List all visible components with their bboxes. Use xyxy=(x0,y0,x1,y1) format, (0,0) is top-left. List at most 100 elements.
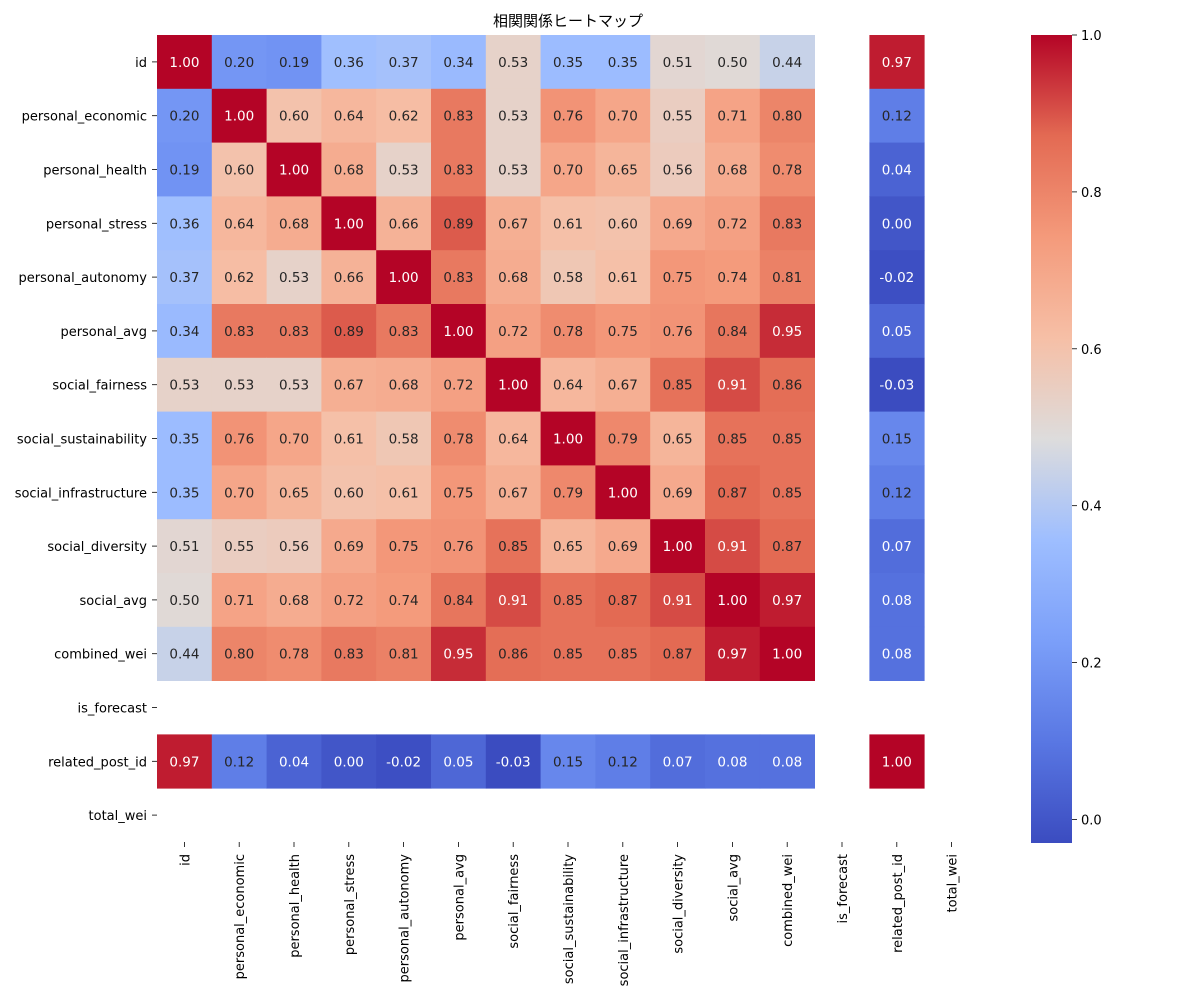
cell-value-label: 0.91 xyxy=(717,539,747,555)
heatmap-cell xyxy=(595,734,651,789)
cell-value-label: 0.85 xyxy=(717,432,747,448)
cell-value-label: 0.64 xyxy=(498,432,528,448)
cell-value-label: 0.67 xyxy=(498,216,528,232)
heatmap-cell xyxy=(705,357,761,412)
heatmap-cell xyxy=(540,250,596,305)
heatmap-cell xyxy=(705,196,761,251)
cell-value-label: 0.68 xyxy=(334,163,364,179)
colorbar-gradient xyxy=(1031,35,1072,843)
cell-value-label: 1.00 xyxy=(717,593,747,609)
heatmap-cell xyxy=(431,465,487,520)
cell-value-label: 0.08 xyxy=(882,647,912,663)
heatmap-cell xyxy=(376,573,432,628)
cell-value-label: 0.05 xyxy=(443,754,473,770)
heatmap-cell xyxy=(266,304,322,359)
cell-value-label: 0.05 xyxy=(882,324,912,340)
heatmap-cell xyxy=(321,142,377,197)
heatmap-cell xyxy=(157,519,213,574)
cell-value-label: 0.68 xyxy=(717,163,747,179)
cell-value-label: 0.12 xyxy=(224,754,254,770)
cell-value-label: 0.19 xyxy=(169,163,199,179)
y-tick-label: personal_economic xyxy=(22,110,147,125)
cell-value-label: 0.79 xyxy=(553,485,583,501)
cell-value-label: 0.83 xyxy=(224,324,254,340)
y-tick-label: id xyxy=(135,56,147,71)
heatmap-cell xyxy=(485,35,541,90)
cell-value-label: 0.83 xyxy=(443,270,473,286)
cell-value-label: 0.78 xyxy=(772,163,802,179)
heatmap-cell xyxy=(650,35,706,90)
heatmap-cell xyxy=(595,465,651,520)
heatmap-cell xyxy=(705,626,761,681)
cell-value-label: 0.83 xyxy=(389,324,419,340)
cell-value-label: 0.70 xyxy=(224,485,254,501)
cell-value-label: 0.89 xyxy=(334,324,364,340)
x-tick-label: related_post_id xyxy=(891,854,906,953)
heatmap-cell xyxy=(759,411,815,466)
heatmap-cell xyxy=(431,304,487,359)
heatmap-cell xyxy=(157,142,213,197)
heatmap-cell xyxy=(705,304,761,359)
cell-value-label: 0.86 xyxy=(498,647,528,663)
cell-value-label: 0.72 xyxy=(498,324,528,340)
cell-value-label: 0.19 xyxy=(279,55,309,71)
heatmap-cell xyxy=(157,626,213,681)
cell-value-label: 0.53 xyxy=(389,163,419,179)
cell-value-label: 0.75 xyxy=(389,539,419,555)
heatmap-cell xyxy=(211,196,267,251)
cell-value-label: 0.76 xyxy=(224,432,254,448)
y-tick-label: personal_autonomy xyxy=(19,271,148,286)
heatmap-cell xyxy=(540,304,596,359)
cell-value-label: 0.36 xyxy=(334,55,364,71)
colorbar-tick-label: 0.4 xyxy=(1081,500,1102,515)
heatmap-cell xyxy=(485,196,541,251)
cell-value-label: 0.08 xyxy=(882,593,912,609)
heatmap-cell xyxy=(705,573,761,628)
cell-value-label: 1.00 xyxy=(663,539,693,555)
cell-value-label: 0.37 xyxy=(169,270,199,286)
cell-value-label: 0.20 xyxy=(224,55,254,71)
heatmap-cell xyxy=(157,573,213,628)
heatmap-cell xyxy=(485,142,541,197)
cell-value-label: 0.85 xyxy=(772,485,802,501)
cell-value-label: 0.83 xyxy=(443,109,473,125)
cell-value-label: 0.97 xyxy=(772,593,802,609)
heatmap-cell xyxy=(266,357,322,412)
cell-value-label: 0.64 xyxy=(553,378,583,394)
heatmap-cell xyxy=(540,196,596,251)
heatmap-cell xyxy=(650,411,706,466)
x-tick-label: is_forecast xyxy=(836,854,851,923)
cell-value-label: 0.56 xyxy=(279,539,309,555)
heatmap-cell xyxy=(431,573,487,628)
cell-value-label: 0.68 xyxy=(498,270,528,286)
heatmap-cell xyxy=(540,626,596,681)
cell-value-label: 0.67 xyxy=(608,378,638,394)
heatmap-cell xyxy=(650,196,706,251)
cell-value-label: 0.68 xyxy=(389,378,419,394)
cell-value-label: 0.83 xyxy=(772,216,802,232)
cell-value-label: 0.55 xyxy=(663,109,693,125)
heatmap-cell xyxy=(650,734,706,789)
cell-value-label: 0.85 xyxy=(663,378,693,394)
cell-value-label: 0.95 xyxy=(772,324,802,340)
colorbar-tick-label: 0.0 xyxy=(1081,813,1102,828)
cell-value-label: 0.76 xyxy=(443,539,473,555)
cell-value-label: 0.55 xyxy=(224,539,254,555)
heatmap-cell xyxy=(211,88,267,143)
heatmap-cell xyxy=(157,250,213,305)
cell-value-label: 0.07 xyxy=(663,754,693,770)
heatmap-cell xyxy=(759,88,815,143)
heatmap-cell xyxy=(869,250,925,305)
y-tick-label: related_post_id xyxy=(48,755,147,770)
x-tick-label: social_avg xyxy=(726,854,741,921)
cell-value-label: 0.85 xyxy=(553,593,583,609)
cell-value-label: 0.71 xyxy=(224,593,254,609)
cell-value-label: 0.97 xyxy=(169,754,199,770)
x-tick-label: personal_avg xyxy=(452,854,467,941)
heatmap-cell xyxy=(869,626,925,681)
cell-value-label: 0.81 xyxy=(772,270,802,286)
heatmap-cell xyxy=(266,465,322,520)
cell-value-label: 0.69 xyxy=(334,539,364,555)
cell-value-label: 0.12 xyxy=(882,485,912,501)
